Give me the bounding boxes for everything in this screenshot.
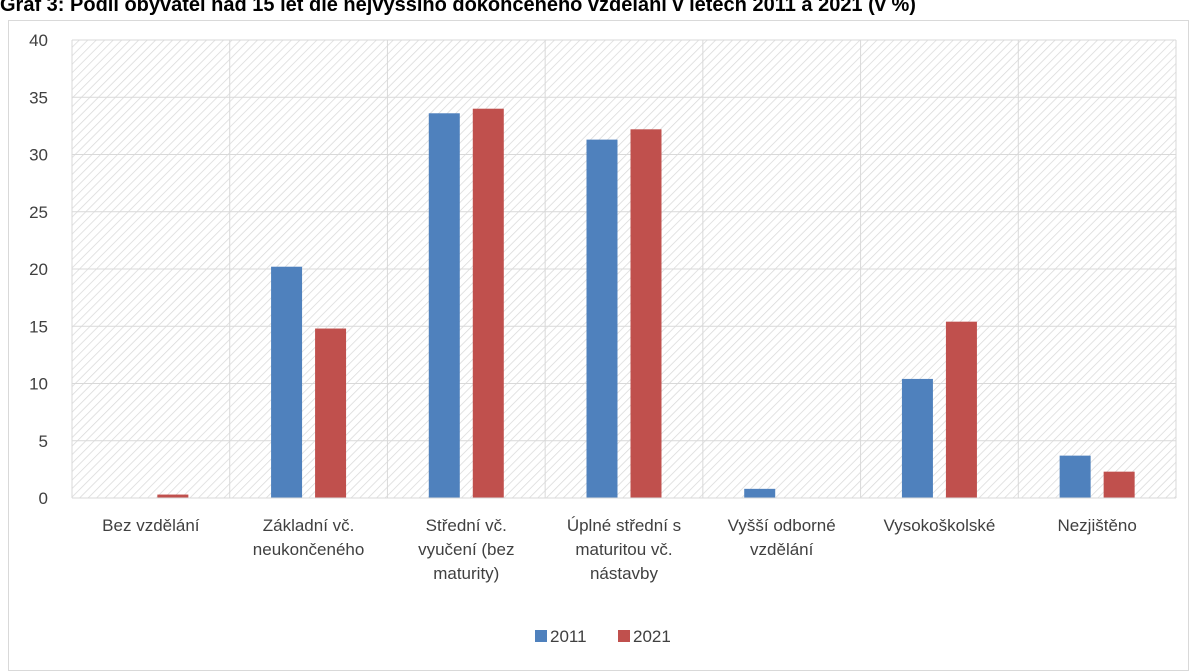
- chart-title: Graf 3: Podíl obyvatel nad 15 let dle ne…: [0, 0, 916, 16]
- bar: [1103, 471, 1135, 498]
- y-tick-label: 0: [39, 489, 48, 508]
- y-tick-label: 5: [39, 432, 48, 451]
- x-tick-label: Vyšší odborné vzdělání: [727, 516, 836, 559]
- y-tick-label: 40: [29, 31, 48, 50]
- bar: [586, 139, 618, 499]
- x-tick-label: Vysokoškolské: [883, 516, 996, 535]
- bar: [901, 378, 933, 498]
- x-tick-label: Střední vč. vyučení (bez maturity): [418, 516, 515, 583]
- x-tick-label: Nezjištěno: [1057, 516, 1137, 535]
- legend-swatch: [535, 630, 547, 642]
- y-tick-label: 35: [29, 88, 48, 107]
- y-tick-label: 10: [29, 375, 48, 394]
- bar: [1059, 455, 1091, 498]
- bar: [945, 321, 977, 498]
- x-tick-label: Základní vč. neukončeného: [252, 516, 365, 559]
- y-tick-label: 30: [29, 146, 48, 165]
- legend-swatch: [618, 630, 630, 642]
- bar: [630, 129, 662, 498]
- legend-label: 2021: [633, 627, 671, 646]
- x-tick-label: Bez vzdělání: [102, 516, 200, 535]
- bar: [744, 488, 776, 498]
- bar: [271, 266, 303, 498]
- x-tick-label: Úplné střední s maturitou vč. nástavby: [566, 516, 682, 583]
- bar: [315, 328, 347, 498]
- y-tick-label: 25: [29, 203, 48, 222]
- bar: [157, 494, 189, 498]
- bar: [472, 108, 504, 498]
- legend-label: 2011: [550, 627, 587, 646]
- y-tick-label: 15: [29, 317, 48, 336]
- y-tick-label: 20: [29, 260, 48, 279]
- bar: [428, 113, 460, 498]
